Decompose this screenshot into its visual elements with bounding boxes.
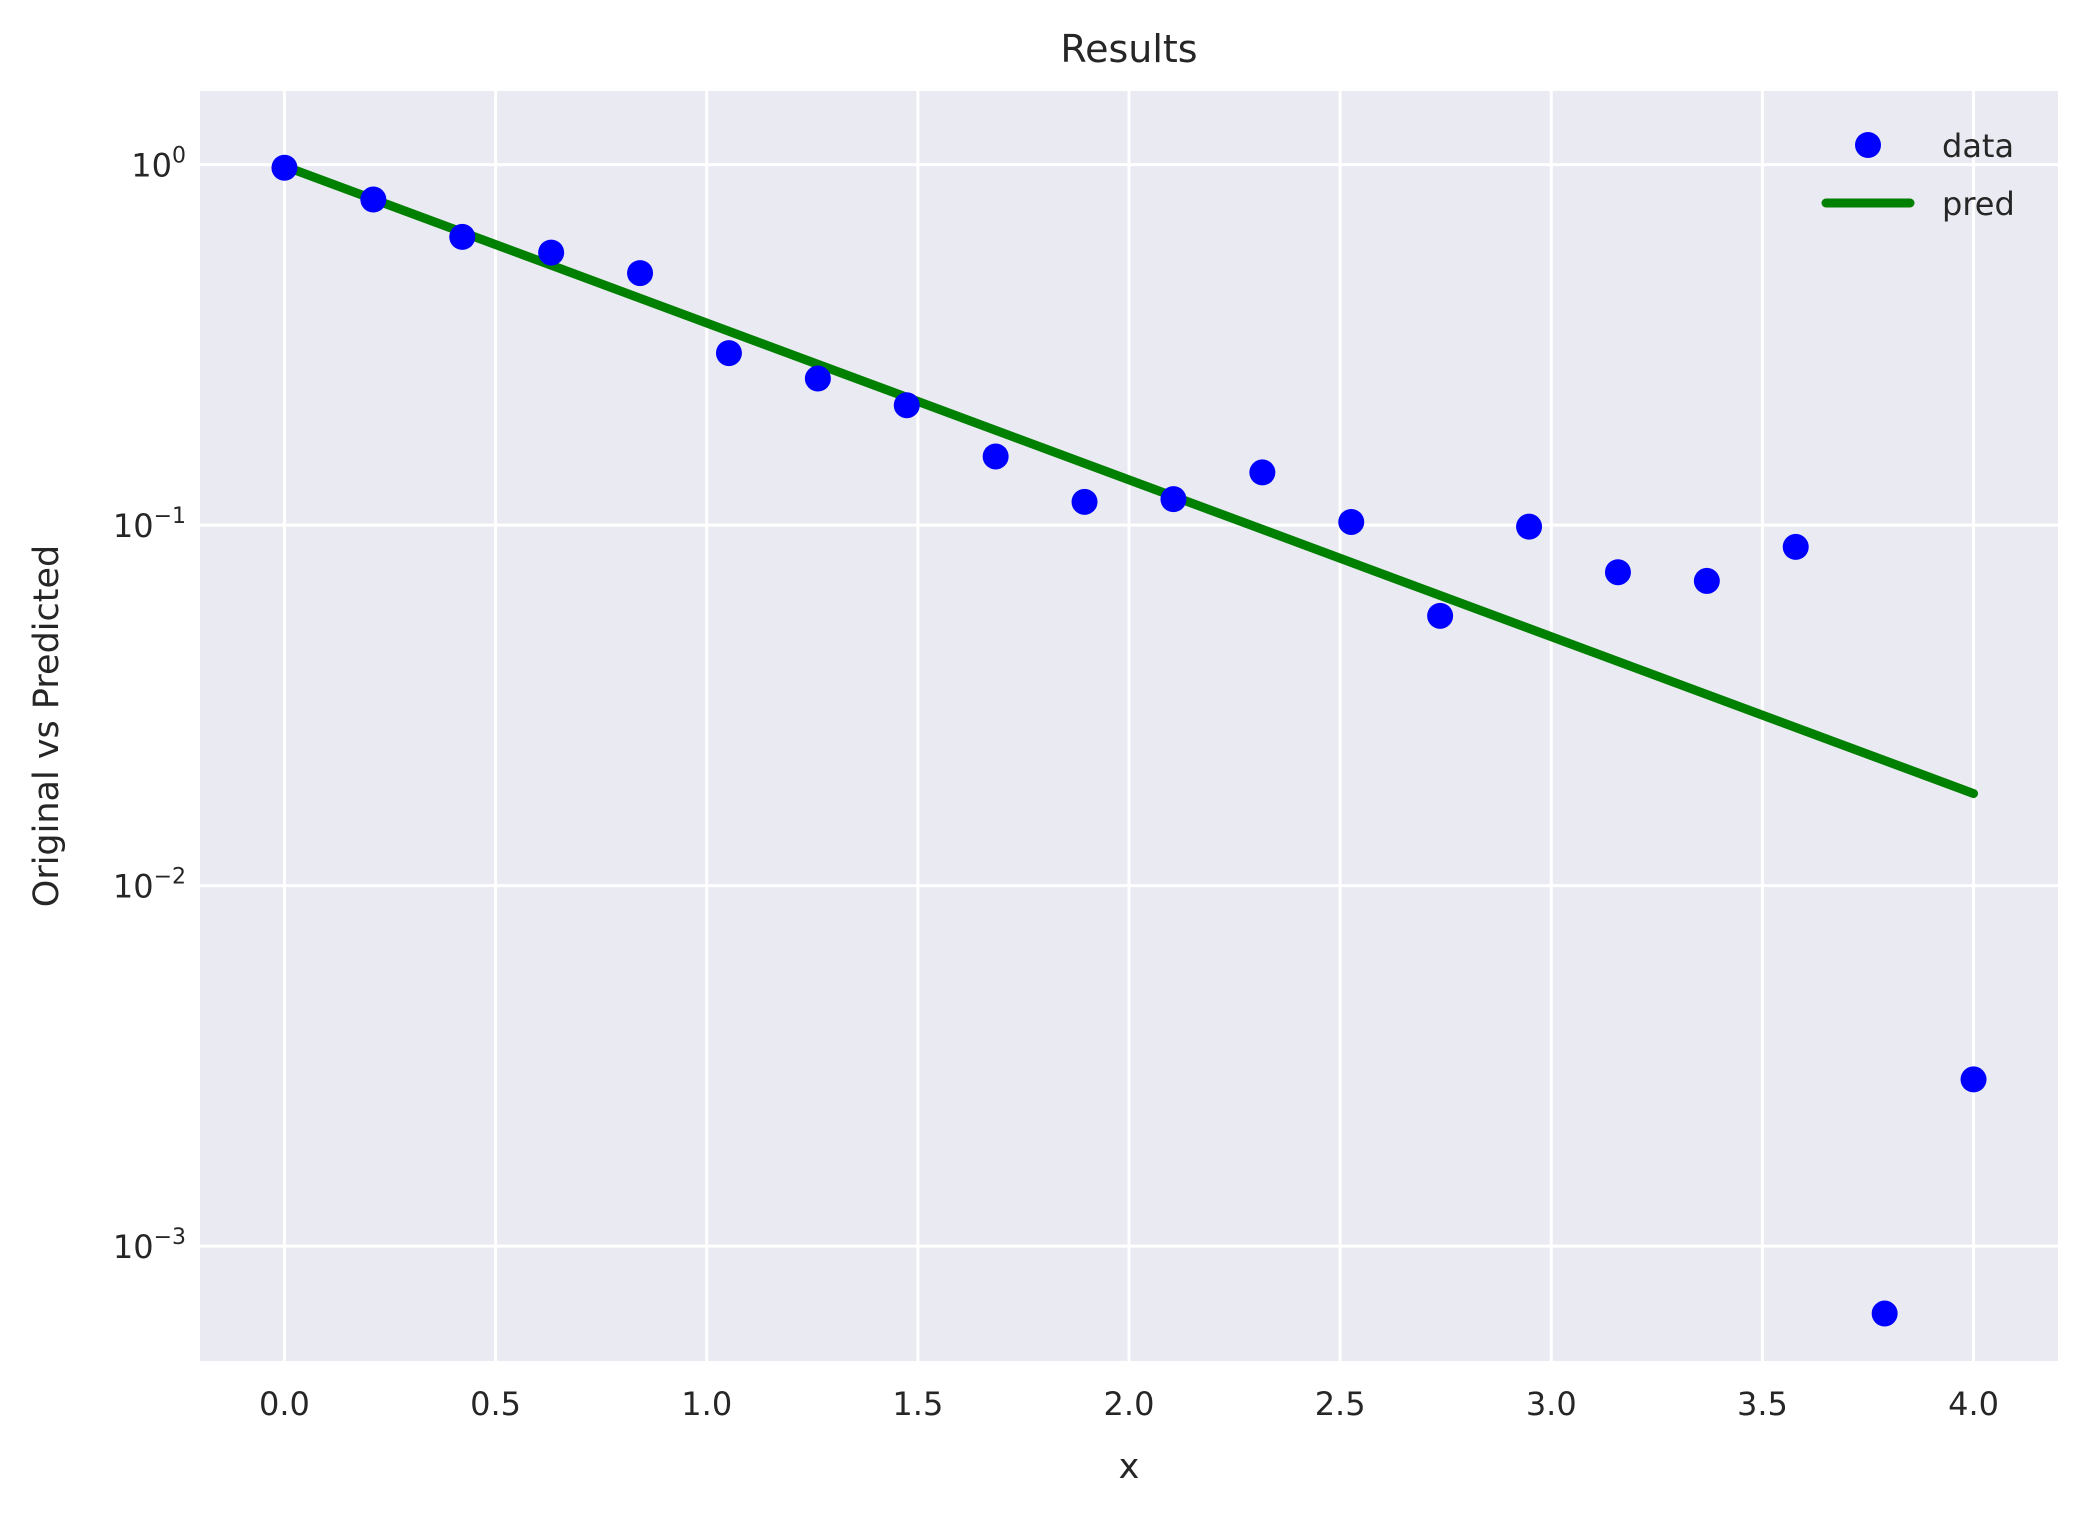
chart-title: Results <box>1060 27 1197 71</box>
data-point <box>893 392 920 419</box>
y-axis-title: Original vs Predicted <box>27 545 67 907</box>
x-tick-label: 2.5 <box>1315 1385 1366 1423</box>
pred-line-group <box>279 161 1979 799</box>
data-point <box>982 443 1009 470</box>
data-point <box>449 223 476 250</box>
y-tick-label: 100 <box>131 144 186 185</box>
legend-pred-label: pred <box>1942 185 2015 223</box>
x-tick-label: 4.0 <box>1948 1385 1999 1423</box>
data-point <box>1071 488 1098 515</box>
data-point <box>1160 486 1187 513</box>
data-point <box>1960 1066 1987 1093</box>
data-point <box>1604 559 1631 586</box>
x-tick-label: 1.0 <box>681 1385 732 1423</box>
x-tick-label: 3.5 <box>1737 1385 1788 1423</box>
data-point <box>271 154 298 181</box>
x-tick-label: 0.5 <box>470 1385 521 1423</box>
data-point <box>804 365 831 392</box>
data-point <box>1338 508 1365 535</box>
data-point <box>1871 1300 1898 1327</box>
data-point <box>1782 533 1809 560</box>
x-tick-label: 0.0 <box>259 1385 310 1423</box>
x-tick-labels: 0.0 0.5 1.0 1.5 2.0 2.5 3.0 3.5 4.0 <box>259 1385 1999 1423</box>
x-axis-title: x <box>1119 1447 1140 1487</box>
x-tick-label: 3.0 <box>1526 1385 1577 1423</box>
pred-line <box>279 161 1979 799</box>
data-point <box>715 340 742 367</box>
data-point <box>1516 513 1543 540</box>
data-point <box>538 239 565 266</box>
data-points <box>271 154 1987 1327</box>
x-tick-label: 1.5 <box>892 1385 943 1423</box>
data-point <box>627 260 654 287</box>
y-tick-label: 10−1 <box>113 504 186 545</box>
legend-data-marker <box>1855 132 1881 158</box>
legend: data pred <box>1821 127 2015 223</box>
y-tick-labels: 100 10−1 10−2 10−3 <box>113 144 186 1267</box>
data-point <box>1427 602 1454 629</box>
y-tick-label: 10−2 <box>113 865 186 906</box>
legend-data-label: data <box>1942 127 2014 165</box>
data-point <box>1249 459 1276 486</box>
data-point <box>1693 567 1720 594</box>
grid <box>200 91 2058 1361</box>
x-tick-label: 2.0 <box>1104 1385 1155 1423</box>
y-tick-label: 10−3 <box>113 1225 186 1266</box>
data-point <box>360 186 387 213</box>
